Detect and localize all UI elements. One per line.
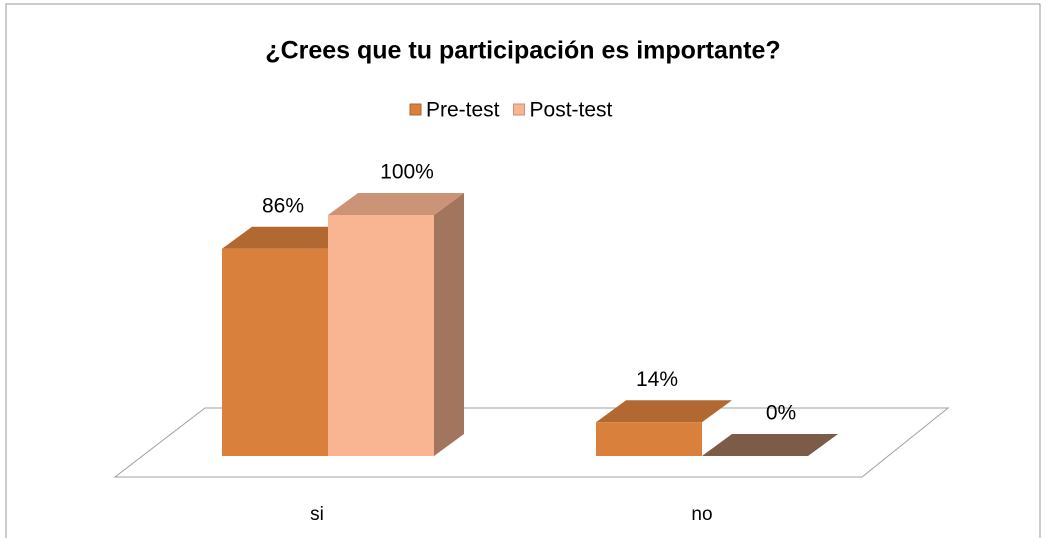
bar-front [222, 248, 328, 456]
data-label: 100% [380, 161, 434, 184]
bar [328, 193, 464, 456]
data-label: 0% [766, 402, 796, 425]
bar [596, 400, 732, 456]
bar-face [702, 434, 838, 456]
bar [702, 434, 838, 456]
bar-face [222, 226, 358, 249]
x-tick-label: no [691, 504, 712, 525]
legend-swatch [409, 103, 422, 116]
bar-face [434, 193, 464, 456]
bar-front [328, 215, 434, 456]
bar-face [596, 400, 732, 423]
bar [222, 226, 358, 456]
legend-swatch [513, 103, 526, 116]
data-label: 86% [262, 194, 304, 217]
bar-front [596, 422, 702, 456]
bar-face [328, 193, 464, 215]
data-label: 14% [636, 368, 678, 391]
x-tick-label: si [310, 504, 324, 525]
legend-label: Post-test [530, 99, 613, 122]
chart-title: ¿Crees que tu participación es important… [265, 37, 780, 65]
legend-label: Pre-test [426, 99, 500, 122]
